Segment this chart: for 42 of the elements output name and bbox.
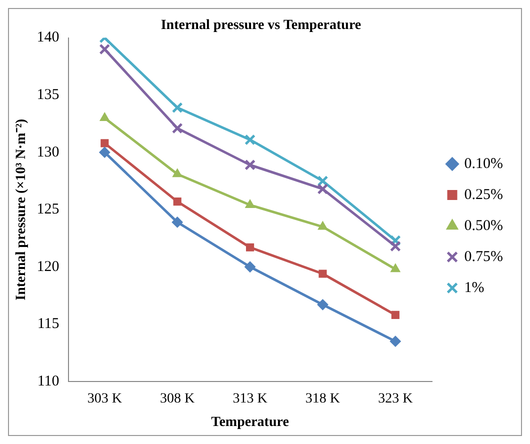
point [390,240,401,252]
point [318,221,328,230]
point [99,44,110,55]
y-tick-label: 115 [37,316,60,332]
x-tick-label: 308 K [160,391,195,406]
x-axis-title: Temperature [211,415,289,430]
x-tick-label: 323 K [378,391,413,406]
y-tick-label: 140 [36,30,60,46]
point [246,243,254,252]
point [244,134,256,146]
point [172,216,183,228]
point [245,200,255,208]
point [173,198,182,206]
point [100,139,109,148]
x-tick-label: 303 K [87,391,122,406]
legend-label: 0.10% [464,156,504,172]
legend-label: 0.50% [464,218,504,234]
x-tick-label: 313 K [232,391,268,406]
point [390,336,401,347]
legend-label: 1% [464,280,484,296]
legend-label: 0.75% [464,248,504,265]
y-tick-label: 110 [37,373,60,390]
point [390,264,400,272]
y-tick-label: 125 [36,202,60,218]
point [391,310,400,320]
point [172,102,183,114]
y-tick-label: 130 [36,144,60,160]
point [318,270,327,278]
point [172,122,183,134]
point [317,183,328,194]
point [244,159,256,170]
point [172,168,182,178]
point [99,146,110,158]
point [100,112,110,121]
x-tick-label: 318 K [305,391,340,406]
y-tick-label: 135 [36,87,60,104]
point [244,261,256,272]
y-axis-title: Internal pressure (×10³ N·m⁻²) [14,118,30,300]
chart-title: Internal pressure vs Temperature [160,18,362,34]
y-tick-label: 120 [36,258,60,275]
legend-label: 0.25% [464,186,504,203]
point [317,299,328,310]
